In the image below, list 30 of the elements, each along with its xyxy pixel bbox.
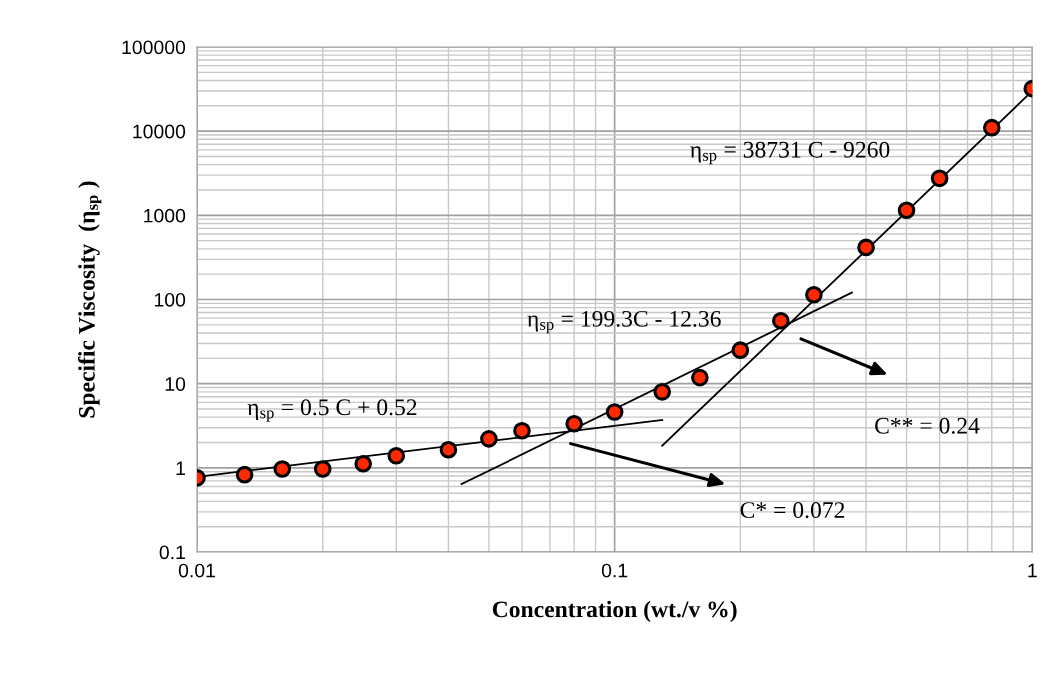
- annotation: η$_{sp}$ = 38731 C - 9260: [690, 141, 890, 165]
- x-axis-title: Concentration (wt./v %): [492, 600, 737, 623]
- y-tick-label: 0.1: [159, 545, 185, 560]
- point: [897, 201, 916, 220]
- point: [857, 238, 875, 257]
- x-tick-label: 1: [1028, 563, 1037, 578]
- point: [565, 414, 583, 433]
- annotation: C* = 0.072: [740, 502, 845, 519]
- annotation: η$_{sp}$ = 199.3C - 12.36: [527, 310, 721, 334]
- annotation: η$_{sp}$ = 0.5 C + 0.52: [247, 399, 417, 422]
- point: [691, 368, 709, 387]
- point: [354, 454, 373, 473]
- point: [480, 430, 498, 448]
- point: [313, 460, 332, 478]
- point: [273, 460, 292, 478]
- point: [439, 440, 458, 459]
- x-tick-label: 0.1: [601, 563, 628, 578]
- y-tick-label: 10: [165, 377, 186, 391]
- y-axis-title: Specific Viscosity (η$_{sp}$ ): [77, 181, 102, 418]
- x-tick-label: 0.01: [178, 563, 215, 578]
- point: [731, 341, 750, 359]
- y-tick-label: 1: [176, 461, 185, 475]
- point: [605, 403, 624, 421]
- y-tick-label: 100: [154, 292, 186, 307]
- y-tick-label: 100000: [122, 40, 186, 55]
- point: [772, 311, 790, 330]
- annotation: C** = 0.24: [875, 417, 980, 434]
- y-tick-label: 10000: [133, 124, 186, 139]
- y-tick-label: 1000: [144, 208, 186, 223]
- point: [982, 118, 1001, 137]
